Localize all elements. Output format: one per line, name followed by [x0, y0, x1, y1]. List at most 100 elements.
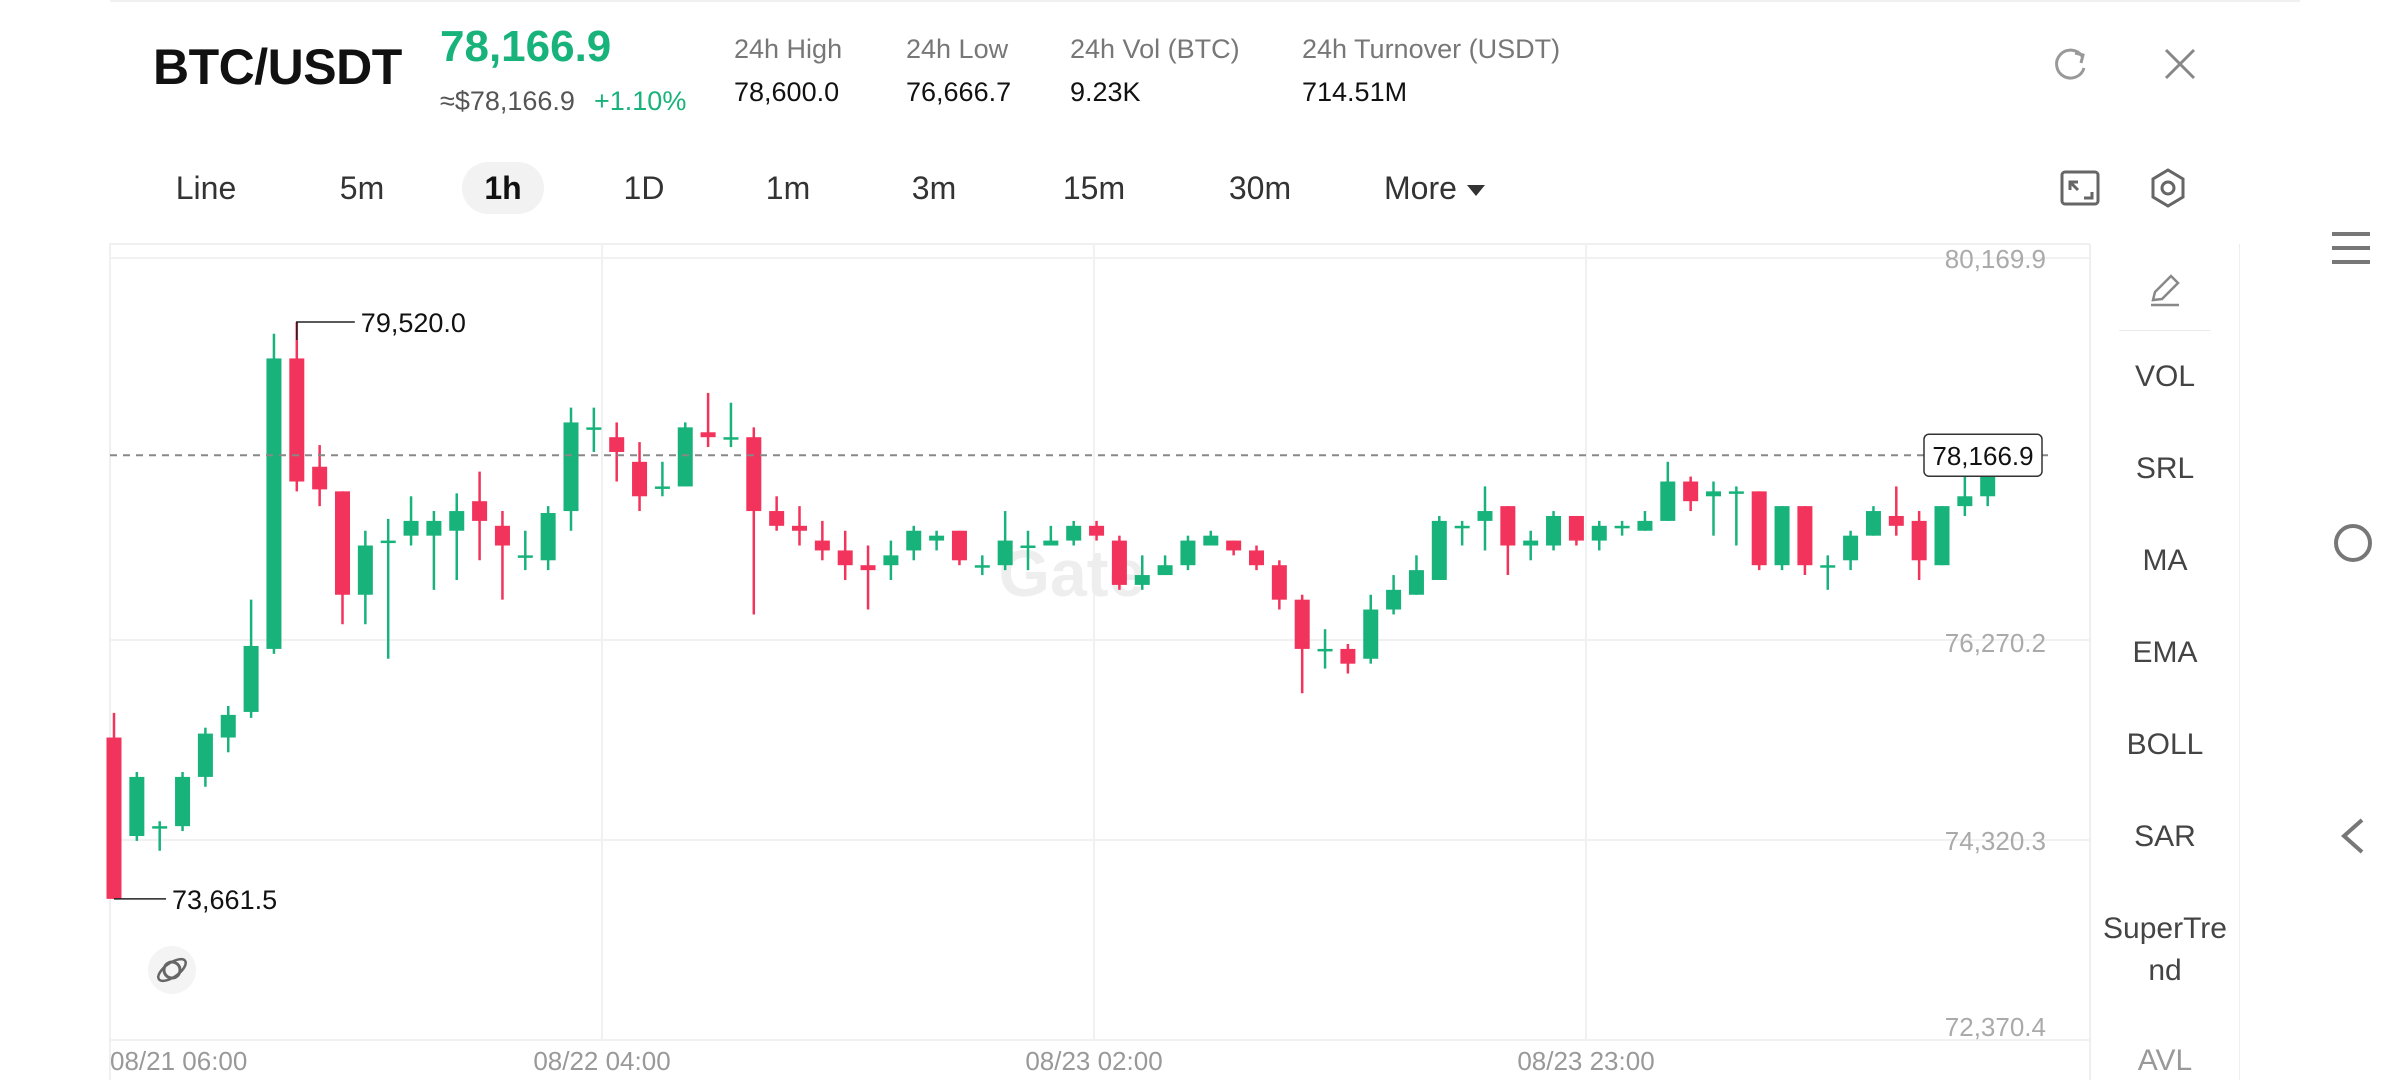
y-axis-tick-label: 80,169.9: [1945, 244, 2046, 274]
candle-body: [1386, 589, 1402, 610]
candle: [1683, 476, 1699, 512]
indicator-supertrend[interactable]: SuperTre nd: [2091, 908, 2239, 992]
candle-body: [175, 776, 191, 827]
candle-body: [426, 520, 442, 536]
candle: [1066, 520, 1082, 546]
indicator-ma[interactable]: MA: [2142, 544, 2188, 577]
candle-body: [723, 437, 739, 440]
candle: [1477, 486, 1493, 551]
candle-body: [792, 525, 807, 531]
candle: [266, 333, 282, 654]
stat-24h-high: 24h High 78,600.0: [734, 34, 842, 108]
indicator-ema[interactable]: EMA: [2132, 636, 2198, 669]
candle: [1226, 540, 1242, 556]
interval-15m[interactable]: 15m: [1062, 170, 1126, 206]
candle: [1157, 555, 1173, 576]
candle: [700, 392, 716, 448]
candle-body: [1089, 525, 1105, 536]
indicator-boll[interactable]: BOLL: [2126, 728, 2204, 761]
fullscreen-icon[interactable]: [2056, 164, 2104, 212]
candle: [563, 407, 579, 531]
candle-body: [1408, 570, 1424, 595]
candle: [792, 506, 807, 546]
candle-body: [380, 540, 396, 544]
stat-value: 76,666.7: [906, 77, 1012, 107]
candle: [289, 321, 305, 492]
candle-body: [335, 491, 350, 595]
stat-label: 24h Turnover (USDT): [1302, 34, 1561, 64]
candle: [1249, 545, 1264, 571]
candlestick-chart[interactable]: Gate 78,166.979,520.073,661.580,169.976,…: [0, 0, 2090, 1080]
candle-body: [1843, 535, 1859, 561]
candles-layer: [106, 321, 1996, 899]
candle: [129, 771, 145, 841]
interval-5m[interactable]: 5m: [339, 170, 385, 206]
candle: [1386, 575, 1402, 615]
menu-icon[interactable]: [2330, 230, 2372, 266]
stat-value: 78,600.0: [734, 77, 840, 107]
stat-24h-turnover: 24h Turnover (USDT) 714.51M: [1302, 34, 1560, 108]
candle: [540, 506, 556, 571]
candle-body: [312, 466, 328, 490]
settings-icon[interactable]: [2144, 164, 2192, 212]
candle: [837, 530, 853, 580]
candle-body: [1226, 540, 1242, 551]
back-icon[interactable]: [2338, 816, 2368, 856]
candle-body: [1043, 540, 1059, 546]
candle: [1888, 486, 1904, 536]
candle: [654, 461, 670, 497]
candle: [426, 511, 442, 590]
candle-body: [129, 776, 145, 836]
candle: [860, 545, 876, 610]
interval-1m[interactable]: 1m: [765, 170, 811, 206]
orbit-icon[interactable]: [146, 944, 198, 996]
home-circle-icon[interactable]: [2332, 522, 2374, 564]
candle: [1797, 506, 1813, 576]
candle-body: [266, 358, 282, 649]
candle: [1546, 511, 1562, 551]
candle-body: [1934, 506, 1950, 566]
pencil-icon[interactable]: [2145, 270, 2185, 310]
candle: [1294, 594, 1310, 694]
stat-24h-vol: 24h Vol (BTC) 9.23K: [1070, 34, 1240, 108]
candle: [1043, 525, 1059, 546]
caret-down-icon: [1466, 185, 1485, 197]
candle: [1591, 520, 1607, 551]
candle: [1020, 530, 1036, 571]
candle-body: [403, 520, 419, 536]
candle: [814, 520, 830, 561]
candle-body: [654, 486, 670, 489]
candle-body: [563, 422, 579, 512]
close-icon[interactable]: [2158, 42, 2202, 86]
candle-body: [1477, 511, 1493, 521]
indicator-avl[interactable]: AVL: [2137, 1044, 2193, 1077]
candle-body: [1751, 491, 1767, 566]
current-price-label: 78,166.9: [1932, 441, 2033, 471]
candle-body: [1066, 525, 1082, 541]
interval-30m[interactable]: 30m: [1228, 170, 1292, 206]
candle: [494, 511, 510, 600]
candle: [1820, 555, 1836, 590]
refresh-icon[interactable]: [2048, 42, 2092, 86]
interval-line[interactable]: Line: [175, 170, 237, 206]
candle: [1203, 530, 1219, 546]
candle-body: [1454, 525, 1470, 529]
interval-1d[interactable]: 1D: [623, 170, 665, 206]
candle: [1568, 515, 1584, 546]
candle: [335, 491, 350, 625]
candle-body: [357, 545, 373, 595]
candle: [106, 712, 122, 899]
candle-body: [1591, 525, 1607, 541]
candle-body: [1797, 506, 1813, 566]
interval-3m[interactable]: 3m: [911, 170, 957, 206]
y-axis-tick-label: 74,320.3: [1945, 826, 2046, 856]
candle-body: [997, 540, 1013, 566]
x-axis-tick-label: 08/23 02:00: [1025, 1046, 1162, 1076]
trading-pair: BTC/USDT: [153, 39, 402, 95]
interval-1h[interactable]: 1h: [462, 162, 544, 214]
indicator-vol[interactable]: VOL: [2134, 360, 2196, 393]
candle: [951, 530, 967, 566]
indicator-sar[interactable]: SAR: [2134, 820, 2196, 853]
indicator-srl[interactable]: SRL: [2135, 452, 2195, 485]
more-dropdown[interactable]: More: [1384, 162, 1514, 214]
